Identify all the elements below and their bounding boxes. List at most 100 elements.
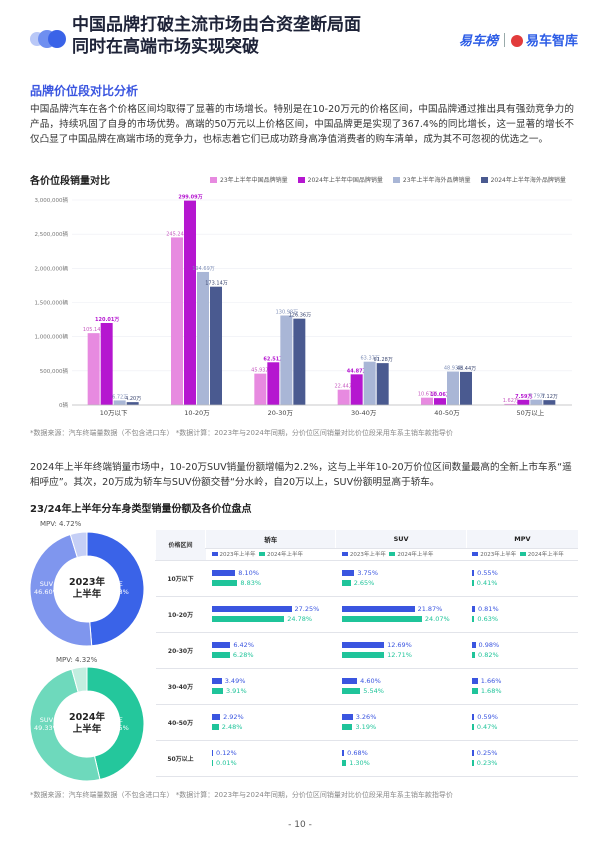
share-bar <box>472 570 475 576</box>
share-cell: 27.25% 24.78% <box>205 596 336 633</box>
donut-2024-mpv-label: MPV: 4.32% <box>56 656 98 664</box>
share-bar <box>472 580 474 586</box>
share-value: 3.26% <box>355 713 377 721</box>
x-tick-label: 50万以上 <box>516 408 544 417</box>
share-bar <box>472 724 474 730</box>
share-value: 0.82% <box>478 651 499 659</box>
share-cell: 3.49% 3.91% <box>205 668 336 705</box>
share-cell: 6.42% 6.28% <box>205 632 336 669</box>
share-value: 12.71% <box>387 651 412 659</box>
bar-data-label: 45.93万 <box>251 368 270 374</box>
bar <box>171 237 183 405</box>
share-cell: 0.59% 0.47% <box>466 704 578 741</box>
share-bar <box>472 750 474 756</box>
donut-2024-suv-label: SUV 49.33% <box>34 716 59 732</box>
donut-slice <box>69 531 88 559</box>
share-value: 8.83% <box>240 579 262 587</box>
share-value: 0.98% <box>478 641 500 649</box>
bar <box>126 402 139 405</box>
bar-data-label: 44.87万 <box>347 367 368 374</box>
group-header-car: 轿车 <box>204 530 336 549</box>
share-bar <box>341 570 355 576</box>
bar-data-label: 126.36万 <box>289 313 312 319</box>
col-header-price: 价格区间 <box>155 530 206 561</box>
bar-data-label: 105.14万 <box>83 327 106 333</box>
bar <box>210 286 222 405</box>
share-value: 1.66% <box>480 677 502 685</box>
row-label: 10万以下 <box>155 560 206 597</box>
share-bar <box>341 580 351 586</box>
price-segment-bar-chart: 0辆 500,000辆 1,000,000辆 1,500,000辆 2,000,000辆… <box>35 194 572 417</box>
bar-data-label: 7.59万 <box>515 393 532 400</box>
bar <box>113 400 126 405</box>
data-source-note-2: *数据来源：汽车终端量数据（不包含进口车） *数据计算：2023年与2024年同… <box>30 791 453 799</box>
share-cell: 2.92% 2.48% <box>205 704 336 741</box>
share-value: 3.49% <box>224 677 246 685</box>
analysis-paragraph: 2024年上半年终端销量市场中，10-20万SUV销量份额增幅为2.2%，这与上… <box>30 462 572 488</box>
share-cell: 21.87% 24.07% <box>335 596 467 633</box>
share-cell: 0.98% 0.82% <box>466 632 578 669</box>
share-bar <box>211 642 231 648</box>
intro-paragraph: 中国品牌汽车在各个价格区间均取得了显著的市场增长。特别是在10-20万元的价格区… <box>30 104 574 145</box>
share-bar <box>211 714 221 720</box>
brand-logos: 易车榜 易车智库 <box>459 30 578 49</box>
bar <box>363 361 376 405</box>
share-value: 6.42% <box>233 641 254 649</box>
row-label: 20-30万 <box>155 632 206 669</box>
row-label: 10-20万 <box>155 596 206 633</box>
share-value: 8.10% <box>238 569 259 577</box>
share-value: 0.25% <box>476 749 498 757</box>
share-value: 6.28% <box>232 651 254 659</box>
x-tick-label: 10万以下 <box>100 409 128 417</box>
share-value: 0.12% <box>216 749 237 757</box>
legend-item: 23年上半年海外品牌销量 <box>392 175 471 184</box>
share-bar <box>341 678 358 684</box>
bar <box>421 397 433 405</box>
donut-slice <box>29 533 93 647</box>
share-cell: 12.69% 12.71% <box>335 632 467 669</box>
chart-title: 各价位段销量对比 <box>30 176 110 187</box>
bar <box>447 371 459 405</box>
bar <box>184 200 196 405</box>
bar-data-label: 10.06万 <box>430 391 451 398</box>
share-bar <box>211 750 213 756</box>
share-value: 5.54% <box>363 687 384 695</box>
page-title: 中国品牌打破主流市场由合资垄断局面 同时在高端市场实现突破 <box>72 15 361 57</box>
share-value: 3.75% <box>357 569 378 577</box>
donut-2023-car-label: 轿车 48.68% <box>104 580 129 596</box>
share-bar <box>341 750 345 756</box>
bar-data-label: 62.51万 <box>263 355 284 362</box>
bar-data-label: 120.01万 <box>95 316 119 323</box>
share-value: 21.87% <box>417 605 443 613</box>
bar-data-label: 22.44万 <box>335 384 354 390</box>
bar-data-label: 245.24万 <box>166 231 189 237</box>
y-tick-label: 2,000,000辆 <box>35 264 69 272</box>
share-value: 3.91% <box>225 687 247 695</box>
donut-slice <box>71 666 88 693</box>
y-tick-label: 3,000,000辆 <box>35 196 69 204</box>
legend-b: 2024年上半年 <box>527 552 564 558</box>
bar-data-label: 173.14万 <box>205 281 228 287</box>
y-tick-label: 1,000,000辆 <box>35 333 69 341</box>
share-bar <box>211 570 236 576</box>
bar <box>337 389 350 405</box>
share-bar <box>472 688 478 694</box>
share-bar <box>472 606 475 612</box>
share-value: 0.47% <box>476 723 498 731</box>
bar <box>460 371 472 405</box>
bar <box>293 318 306 405</box>
legend-item: 23年上半年中国品牌销量 <box>210 175 288 184</box>
share-cell: 4.60% 5.54% <box>335 668 467 705</box>
share-cell: 3.26% 3.19% <box>335 704 467 741</box>
donut-2024-center: 2024年 上半年 <box>69 712 105 735</box>
donut-2023-suv-label: SUV 46.60% <box>34 580 59 596</box>
share-bar <box>472 642 476 648</box>
share-cell: 0.55% 0.41% <box>466 560 578 597</box>
x-tick-label: 20-30万 <box>268 409 294 417</box>
donut-slice <box>86 531 145 647</box>
share-bar <box>472 678 478 684</box>
share-value: 0.23% <box>476 759 498 767</box>
legend-cell: 2023年上半年 2024年上半年 <box>466 548 578 561</box>
share-bar <box>341 652 385 658</box>
legend-a: 2023年上半年 <box>219 552 256 558</box>
